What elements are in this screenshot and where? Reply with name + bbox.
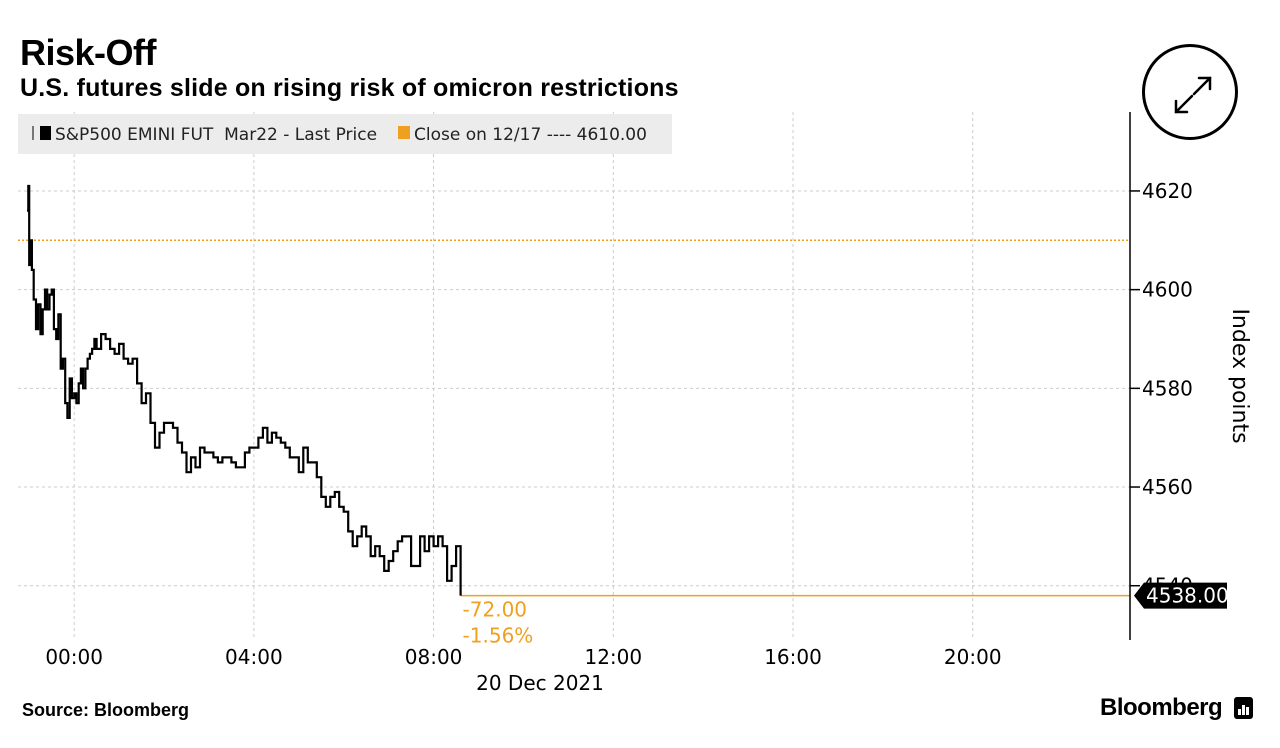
legend-item-close: Close on 12/17 ---- 4610.00 bbox=[398, 125, 647, 145]
change-absolute-label: -72.00 bbox=[463, 598, 527, 622]
y-axis-label: Index points bbox=[1227, 308, 1252, 443]
x-tick-label: 16:00 bbox=[764, 645, 822, 669]
chart-subtitle: U.S. futures slide on rising risk of omi… bbox=[20, 74, 679, 102]
expand-button[interactable] bbox=[1142, 44, 1238, 140]
legend-label-close: Close on 12/17 ---- 4610.00 bbox=[414, 125, 647, 145]
x-tick-label: 08:00 bbox=[405, 645, 463, 669]
legend-box bbox=[18, 114, 672, 154]
last-price-tag-background bbox=[1134, 582, 1227, 609]
expand-arrows-icon bbox=[1174, 76, 1212, 114]
legend-item-price: S&P500 EMINI FUT Mar22 - Last Price bbox=[32, 125, 377, 145]
legend-label-price: S&P500 EMINI FUT Mar22 - Last Price bbox=[55, 125, 377, 145]
legend-swatch-price bbox=[40, 126, 51, 140]
y-tick-label: 4580 bbox=[1142, 376, 1193, 400]
legend-swatch-close bbox=[398, 126, 410, 139]
bloomberg-logo: Bloomberg bbox=[1100, 694, 1223, 721]
x-axis-date-label: 20 Dec 2021 bbox=[476, 671, 604, 695]
gridlines bbox=[18, 112, 1130, 640]
x-tick-label: 20:00 bbox=[944, 645, 1002, 669]
source-note: Source: Bloomberg bbox=[22, 700, 190, 720]
x-tick-label: 00:00 bbox=[45, 645, 103, 669]
series-line-price bbox=[27, 184, 462, 596]
chart-title: Risk-Off bbox=[20, 32, 157, 73]
bloomberg-terminal-icon bbox=[1234, 697, 1253, 719]
y-tick-label: 4620 bbox=[1142, 179, 1193, 203]
x-axis: 00:00 04:00 08:00 12:00 16:00 20:00 bbox=[45, 645, 1001, 669]
legend: S&P500 EMINI FUT Mar22 - Last Price Clos… bbox=[18, 114, 672, 154]
y-tick-label: 4560 bbox=[1142, 475, 1193, 499]
change-percent-label: -1.56% bbox=[463, 624, 534, 648]
last-price-label: 4538.00 bbox=[1146, 584, 1229, 608]
x-tick-label: 04:00 bbox=[225, 645, 283, 669]
x-tick-label: 12:00 bbox=[584, 645, 642, 669]
last-price-tag: 4538.00 bbox=[1134, 582, 1229, 609]
y-tick-label: 4600 bbox=[1142, 278, 1193, 302]
y-axis: 46204600458045604540 bbox=[1129, 112, 1193, 640]
